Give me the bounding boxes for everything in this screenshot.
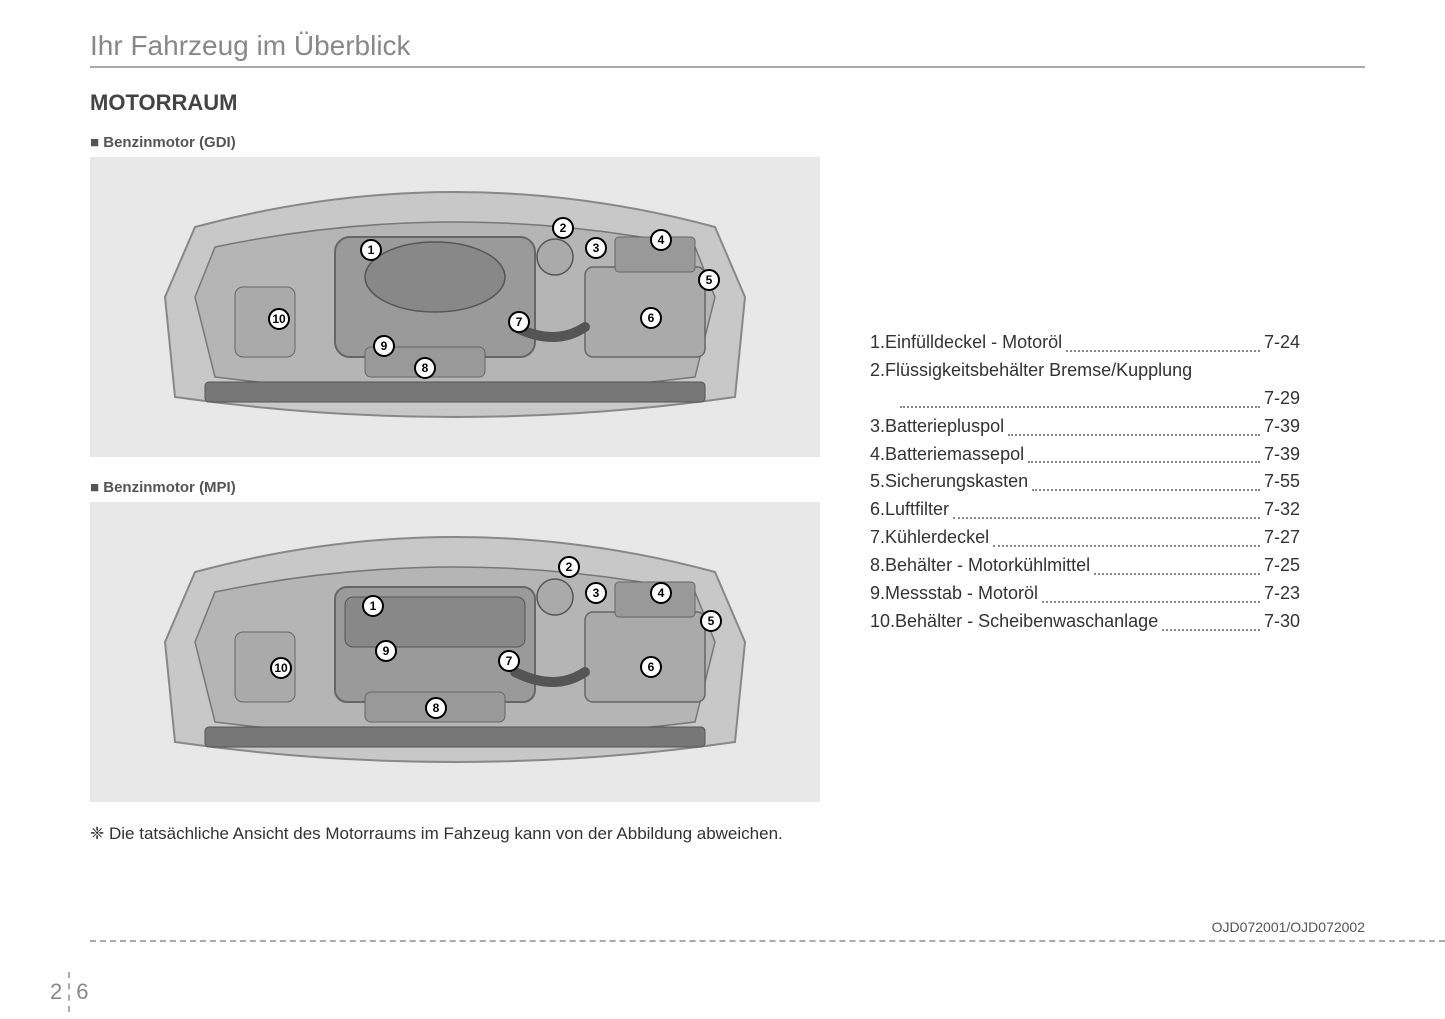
chapter-number: 2 bbox=[50, 979, 62, 1005]
callout-marker: 5 bbox=[700, 610, 722, 632]
legend-num: 2. bbox=[870, 357, 885, 385]
callout-marker: 10 bbox=[268, 308, 290, 330]
engine-diagram-gdi: 12345678910 bbox=[90, 157, 820, 457]
callout-marker: 1 bbox=[360, 239, 382, 261]
legend-label: Batteriepluspol bbox=[885, 413, 1004, 441]
callout-marker: 4 bbox=[650, 229, 672, 251]
legend-page: 7-25 bbox=[1264, 552, 1300, 580]
callout-marker: 8 bbox=[425, 697, 447, 719]
legend-item: 7. Kühlerdeckel 7-27 bbox=[870, 524, 1300, 552]
legend-num: 5. bbox=[870, 468, 885, 496]
legend-label: Batteriemassepol bbox=[885, 441, 1024, 469]
legend-leader bbox=[1162, 608, 1260, 631]
image-reference-code: OJD072001/OJD072002 bbox=[1212, 919, 1365, 935]
page-number: 2 6 bbox=[50, 972, 89, 1012]
callout-marker: 6 bbox=[640, 307, 662, 329]
legend-item: 2. Flüssigkeitsbehälter Bremse/Kupplung bbox=[870, 357, 1300, 385]
footnote-text: Die tatsächliche Ansicht des Motorraums … bbox=[109, 824, 783, 843]
page-number-value: 6 bbox=[76, 979, 88, 1005]
legend-label: Kühlerdeckel bbox=[885, 524, 989, 552]
legend-column: 1. Einfülldeckel - Motoröl7-242. Flüssig… bbox=[850, 134, 1320, 844]
legend-num: 6. bbox=[870, 496, 885, 524]
legend-item: 5. Sicherungskasten 7-55 bbox=[870, 468, 1300, 496]
legend-label: Messstab - Motoröl bbox=[885, 580, 1038, 608]
callout-marker: 1 bbox=[362, 595, 384, 617]
legend-item: 4. Batteriemassepol 7-39 bbox=[870, 441, 1300, 469]
content-area: Benzinmotor (GDI) 12345678910 Benzinmoto… bbox=[90, 134, 1365, 844]
legend-page: 7-55 bbox=[1264, 468, 1300, 496]
legend-label: Sicherungskasten bbox=[885, 468, 1028, 496]
engine-illustration-gdi bbox=[135, 167, 775, 447]
legend-item: 9. Messstab - Motoröl 7-23 bbox=[870, 580, 1300, 608]
page-header: Ihr Fahrzeug im Überblick bbox=[90, 30, 1365, 68]
diagram-label-mpi: Benzinmotor (MPI) bbox=[90, 479, 850, 496]
legend-leader bbox=[1094, 552, 1260, 575]
legend-page: 7-29 bbox=[1264, 385, 1300, 413]
legend-leader bbox=[1008, 413, 1260, 436]
callout-marker: 2 bbox=[558, 556, 580, 578]
callout-marker: 5 bbox=[698, 269, 720, 291]
legend-num: 7. bbox=[870, 524, 885, 552]
legend-leader bbox=[1028, 441, 1260, 464]
diagrams-column: Benzinmotor (GDI) 12345678910 Benzinmoto… bbox=[90, 134, 850, 844]
legend-label: Luftfilter bbox=[885, 496, 949, 524]
callout-marker: 7 bbox=[498, 650, 520, 672]
document-page: Ihr Fahrzeug im Überblick MOTORRAUM Benz… bbox=[90, 30, 1365, 960]
legend-leader bbox=[1066, 329, 1260, 352]
legend-item: 6. Luftfilter 7-32 bbox=[870, 496, 1300, 524]
legend-page: 7-30 bbox=[1264, 608, 1300, 636]
legend-leader bbox=[1032, 468, 1260, 491]
page-number-separator bbox=[68, 972, 70, 1012]
legend-page: 7-39 bbox=[1264, 413, 1300, 441]
section-title: MOTORRAUM bbox=[90, 90, 1365, 116]
legend-num: 3. bbox=[870, 413, 885, 441]
callout-marker: 2 bbox=[552, 217, 574, 239]
page-footer-border bbox=[90, 940, 1445, 980]
legend-item: 8. Behälter - Motorkühlmittel 7-25 bbox=[870, 552, 1300, 580]
legend-page: 7-39 bbox=[1264, 441, 1300, 469]
legend-leader bbox=[953, 496, 1260, 519]
legend-num: 8. bbox=[870, 552, 885, 580]
legend-item: 1. Einfülldeckel - Motoröl 7-24 bbox=[870, 329, 1300, 357]
callout-marker: 10 bbox=[270, 657, 292, 679]
legend-item: 10. Behälter - Scheibenwaschanlage 7-30 bbox=[870, 608, 1300, 636]
legend-item: 3. Batteriepluspol 7-39 bbox=[870, 413, 1300, 441]
diagram-label-gdi: Benzinmotor (GDI) bbox=[90, 134, 850, 151]
legend-leader bbox=[1042, 580, 1260, 603]
callout-marker: 9 bbox=[373, 335, 395, 357]
legend-label: Behälter - Motorkühlmittel bbox=[885, 552, 1090, 580]
legend-page: 7-24 bbox=[1264, 329, 1300, 357]
callout-marker: 3 bbox=[585, 237, 607, 259]
callout-marker: 3 bbox=[585, 582, 607, 604]
legend-page: 7-32 bbox=[1264, 496, 1300, 524]
callout-marker: 7 bbox=[508, 311, 530, 333]
legend-page: 7-23 bbox=[1264, 580, 1300, 608]
legend-leader bbox=[993, 524, 1260, 547]
legend-label: Flüssigkeitsbehälter Bremse/Kupplung bbox=[885, 357, 1192, 385]
legend-leader bbox=[900, 385, 1260, 408]
legend-num: 10. bbox=[870, 608, 895, 636]
callout-marker: 8 bbox=[414, 357, 436, 379]
legend-num: 9. bbox=[870, 580, 885, 608]
legend-item-continuation: 7-29 bbox=[870, 385, 1300, 413]
callout-marker: 9 bbox=[375, 640, 397, 662]
callout-marker: 4 bbox=[650, 582, 672, 604]
footnote: ❈ Die tatsächliche Ansicht des Motorraum… bbox=[90, 824, 850, 844]
legend-label: Einfülldeckel - Motoröl bbox=[885, 329, 1062, 357]
legend-num: 4. bbox=[870, 441, 885, 469]
legend-label: Behälter - Scheibenwaschanlage bbox=[895, 608, 1158, 636]
legend-num: 1. bbox=[870, 329, 885, 357]
footnote-symbol: ❈ bbox=[90, 824, 104, 843]
legend-page: 7-27 bbox=[1264, 524, 1300, 552]
legend-list: 1. Einfülldeckel - Motoröl7-242. Flüssig… bbox=[870, 329, 1320, 636]
callout-marker: 6 bbox=[640, 656, 662, 678]
engine-diagram-mpi: 12345678910 bbox=[90, 502, 820, 802]
engine-illustration-mpi bbox=[135, 512, 775, 792]
